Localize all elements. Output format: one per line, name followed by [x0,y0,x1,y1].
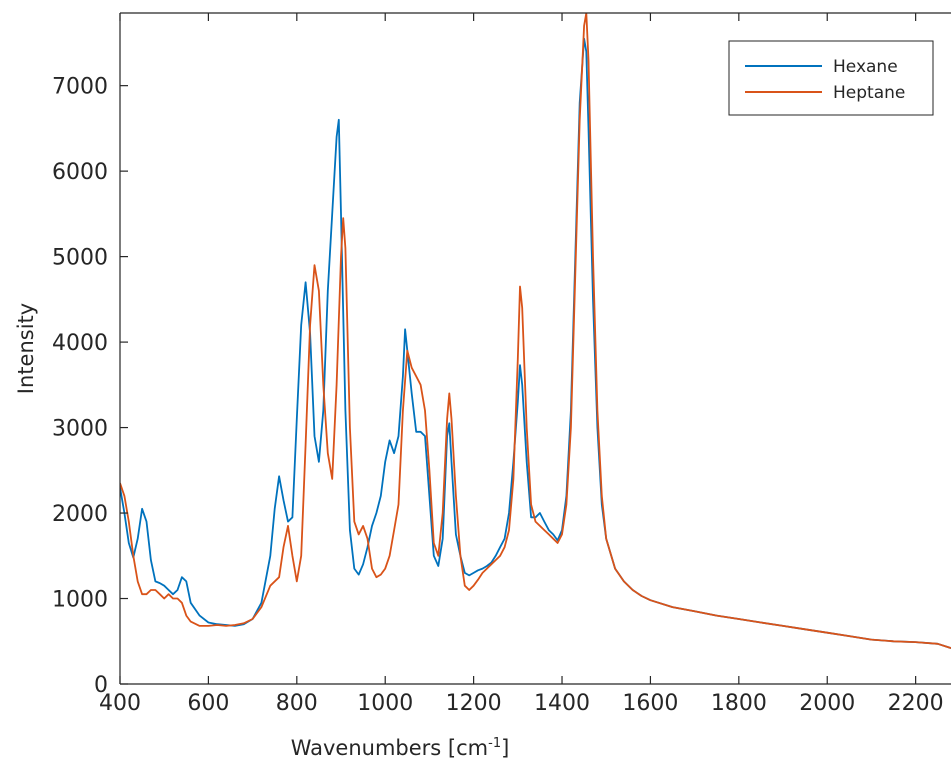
series-layer [120,13,951,649]
x-tick-label: 800 [276,691,318,716]
x-axis-label: Wavenumbers [cm-1] [291,736,510,760]
y-tick-label: 5000 [52,246,108,271]
x-tick-label: 2200 [888,691,944,716]
y-tick-label: 3000 [52,417,108,442]
y-axis-label: Intensity [14,303,38,394]
plot-area: 400 600 800 1000 1200 1400 1600 1800 2000 2200 0 10… [52,12,951,716]
y-tick-label: 1000 [52,588,108,613]
y-tick-label: 2000 [52,502,108,527]
legend-box [728,40,934,116]
x-tick-label: 1600 [622,691,678,716]
plot-background [120,13,951,684]
y-tick-label: 0 [94,673,108,698]
legend-label-heptane: Heptane [833,83,905,103]
legend: Hexane Heptane [728,40,934,116]
x-tick-label: 1200 [446,691,502,716]
x-tick-label: 1000 [357,691,413,716]
legend-label-hexane: Hexane [833,57,898,77]
y-tick-label: 6000 [52,160,108,185]
x-tick-label: 1800 [711,691,767,716]
x-tick-label: 600 [187,691,229,716]
x-tick-label: 1400 [534,691,590,716]
x-tick-label: 400 [99,691,141,716]
series-line-heptane [120,13,951,649]
ticks-layer: 400 600 800 1000 1200 1400 1600 1800 2000 2200 0 10… [52,13,944,716]
x-tick-label: 2000 [799,691,855,716]
y-tick-label: 7000 [52,75,108,100]
y-tick-label: 4000 [52,331,108,356]
